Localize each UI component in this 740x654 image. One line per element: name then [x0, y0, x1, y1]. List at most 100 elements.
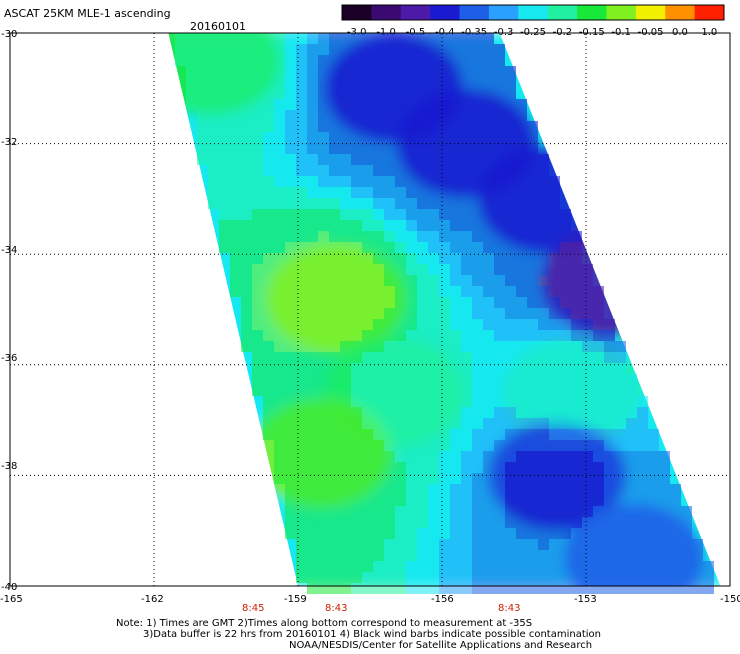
- swath-pixel: [329, 88, 340, 99]
- swath-pixel: [395, 77, 406, 88]
- swath-pixel: [472, 88, 483, 99]
- swath-pixel: [461, 154, 472, 165]
- swath-pixel: [527, 330, 538, 341]
- swath-pixel: [472, 242, 483, 253]
- swath-pixel: [274, 352, 285, 363]
- swath-pixel: [373, 165, 384, 176]
- swath-pixel: [494, 484, 505, 495]
- swath-pixel: [351, 33, 362, 44]
- swath-pixel: [692, 561, 703, 572]
- swath-pixel: [593, 352, 604, 363]
- swath-pixel: [439, 220, 450, 231]
- swath-pixel: [362, 55, 373, 66]
- swath-pixel: [417, 88, 428, 99]
- swath-pixel: [252, 341, 263, 352]
- swath-pixel: [263, 154, 274, 165]
- swath-pixel: [274, 385, 285, 396]
- swath-pixel: [384, 253, 395, 264]
- swath-pixel: [516, 187, 527, 198]
- lat-label: -36: [1, 353, 17, 364]
- swath-pixel: [461, 187, 472, 198]
- swath-pixel: [505, 297, 516, 308]
- swath-pixel: [329, 473, 340, 484]
- swath-pixel: [450, 528, 461, 539]
- swath-pixel: [604, 451, 615, 462]
- swath-pixel: [659, 528, 670, 539]
- swath-pixel: [582, 451, 593, 462]
- swath-pixel: [483, 99, 494, 110]
- swath-pixel: [406, 308, 417, 319]
- swath-pixel: [340, 66, 351, 77]
- swath-pixel: [527, 506, 538, 517]
- swath-pixel: [318, 143, 329, 154]
- swath-pixel: [318, 297, 329, 308]
- swath-pixel: [351, 550, 362, 561]
- swath-pixel: [373, 374, 384, 385]
- swath-pixel: [637, 583, 648, 594]
- swath-pixel: [373, 132, 384, 143]
- swath-pixel: [637, 429, 648, 440]
- swath-pixel: [527, 385, 538, 396]
- swath-pixel: [340, 418, 351, 429]
- swath-pixel: [648, 462, 659, 473]
- swath-pixel: [329, 550, 340, 561]
- swath-pixel: [527, 121, 538, 132]
- swath-pixel: [428, 209, 439, 220]
- swath-pixel: [329, 440, 340, 451]
- swath-pixel: [571, 319, 582, 330]
- swath-pixel: [362, 44, 373, 55]
- swath-pixel: [428, 121, 439, 132]
- swath-pixel: [439, 264, 450, 275]
- swath-pixel: [274, 110, 285, 121]
- swath-pixel: [406, 396, 417, 407]
- swath-pixel: [373, 253, 384, 264]
- swath-pixel: [494, 154, 505, 165]
- swath-pixel: [263, 231, 274, 242]
- swath-pixel: [329, 77, 340, 88]
- swath-pixel: [395, 154, 406, 165]
- swath-pixel: [549, 308, 560, 319]
- lat-label: -38: [1, 461, 17, 472]
- swath-pixel: [351, 275, 362, 286]
- swath-pixel: [494, 330, 505, 341]
- swath-pixel: [428, 143, 439, 154]
- swath-pixel: [362, 451, 373, 462]
- swath-pixel: [538, 242, 549, 253]
- swath-pixel: [450, 506, 461, 517]
- swath-pixel: [615, 418, 626, 429]
- swath-pixel: [362, 363, 373, 374]
- swath-pixel: [494, 440, 505, 451]
- swath-pixel: [439, 528, 450, 539]
- swath-pixel: [340, 506, 351, 517]
- swath-pixel: [340, 110, 351, 121]
- note-line-1: Note: 1) Times are GMT 2)Times along bot…: [116, 618, 532, 629]
- swath-pixel: [219, 209, 230, 220]
- swath-pixel: [560, 495, 571, 506]
- swath-pixel: [439, 253, 450, 264]
- swath-pixel: [406, 275, 417, 286]
- swath-pixel: [417, 429, 428, 440]
- swath-pixel: [483, 132, 494, 143]
- swath-pixel: [560, 297, 571, 308]
- swath-pixel: [483, 517, 494, 528]
- swath-pixel: [461, 132, 472, 143]
- swath-pixel: [296, 209, 307, 220]
- swath-pixel: [637, 418, 648, 429]
- swath-pixel: [318, 462, 329, 473]
- swath-pixel: [373, 407, 384, 418]
- swath-pixel: [428, 297, 439, 308]
- swath-pixel: [549, 495, 560, 506]
- swath-pixel: [428, 308, 439, 319]
- swath-pixel: [527, 143, 538, 154]
- swath-pixel: [351, 396, 362, 407]
- swath-pixel: [252, 99, 263, 110]
- swath-pixel: [362, 253, 373, 264]
- swath-pixel: [395, 231, 406, 242]
- swath-pixel: [439, 121, 450, 132]
- swath-pixel: [395, 374, 406, 385]
- swath-pixel: [417, 143, 428, 154]
- swath-pixel: [604, 583, 615, 594]
- swath-pixel: [483, 187, 494, 198]
- swath-pixel: [417, 341, 428, 352]
- swath-pixel: [373, 484, 384, 495]
